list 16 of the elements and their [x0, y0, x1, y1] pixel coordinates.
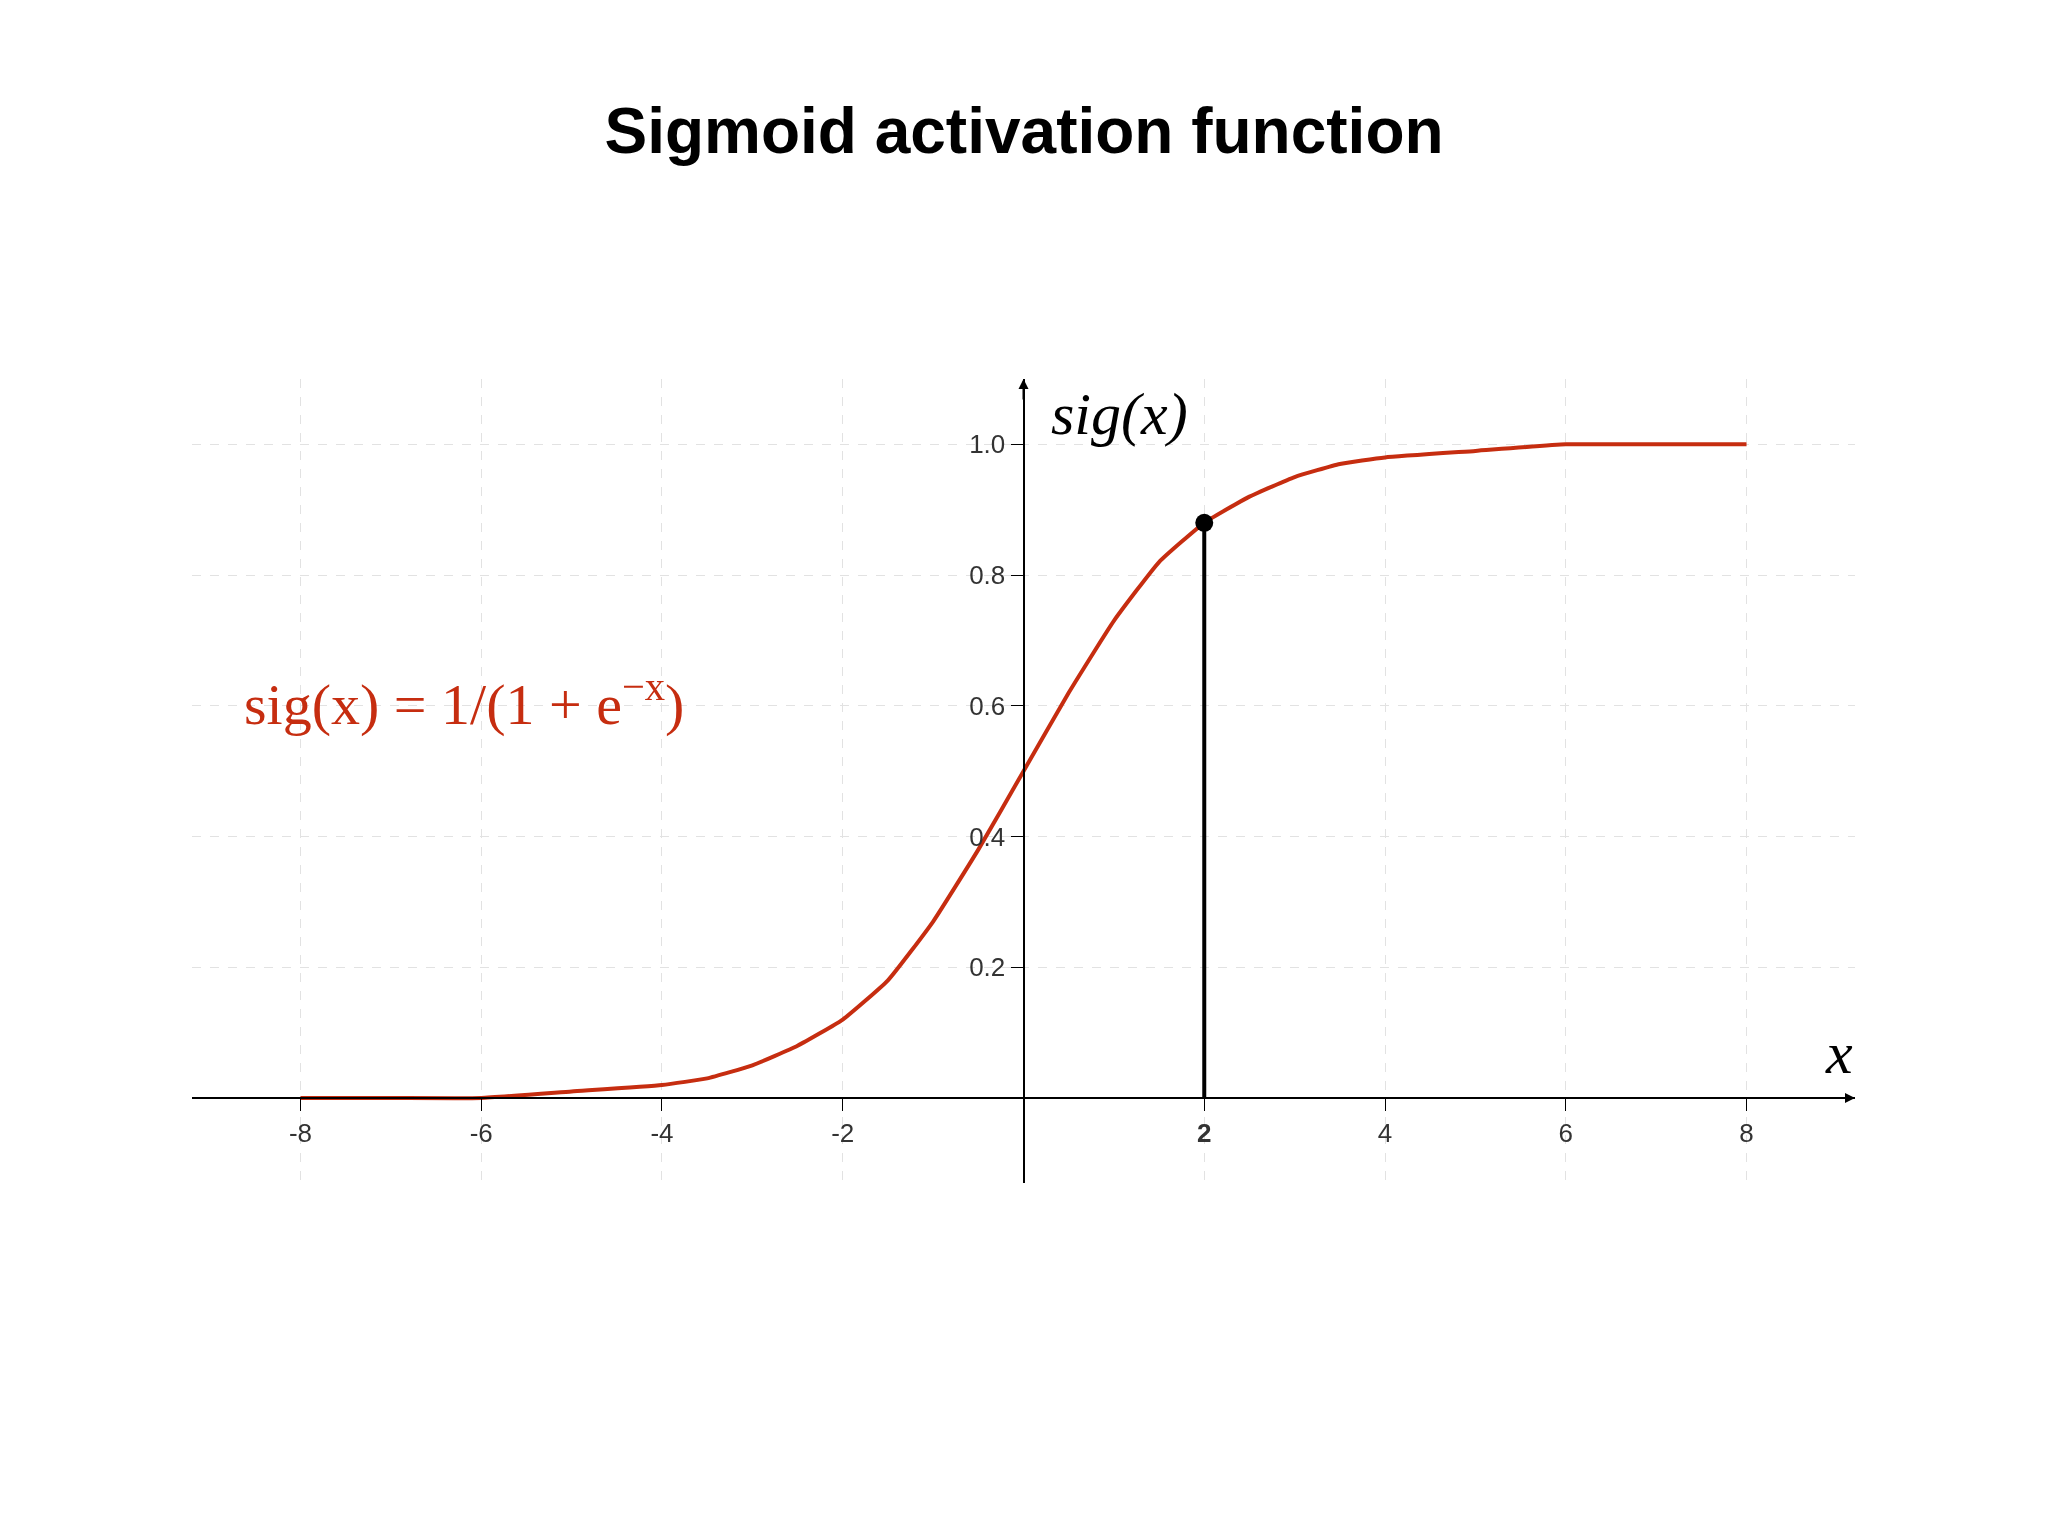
y-axis-title: sig(x) [1051, 381, 1188, 447]
x-tick-label: -6 [469, 1118, 493, 1149]
y-tick-label: 0.2 [969, 952, 1006, 983]
x-tick-label: 6 [1558, 1118, 1574, 1149]
chart-title: Sigmoid activation function [604, 94, 1444, 167]
x-tick-label: 8 [1739, 1118, 1754, 1149]
x-tick-label: -4 [650, 1118, 674, 1149]
x-tick-label: 4 [1377, 1118, 1393, 1149]
x-axis-title: x [1825, 1020, 1853, 1086]
x-tick-label: 2 [1197, 1118, 1212, 1149]
y-tick-label: 0.6 [969, 690, 1006, 721]
y-tick-label: 1.0 [969, 429, 1006, 460]
y-tick-label: 0.8 [969, 560, 1006, 591]
x-tick-label: -8 [288, 1118, 313, 1149]
x-tick-label: -2 [831, 1118, 855, 1149]
annotation: sig(x) = 1/(1 + e$^{−x}$) [244, 664, 685, 738]
